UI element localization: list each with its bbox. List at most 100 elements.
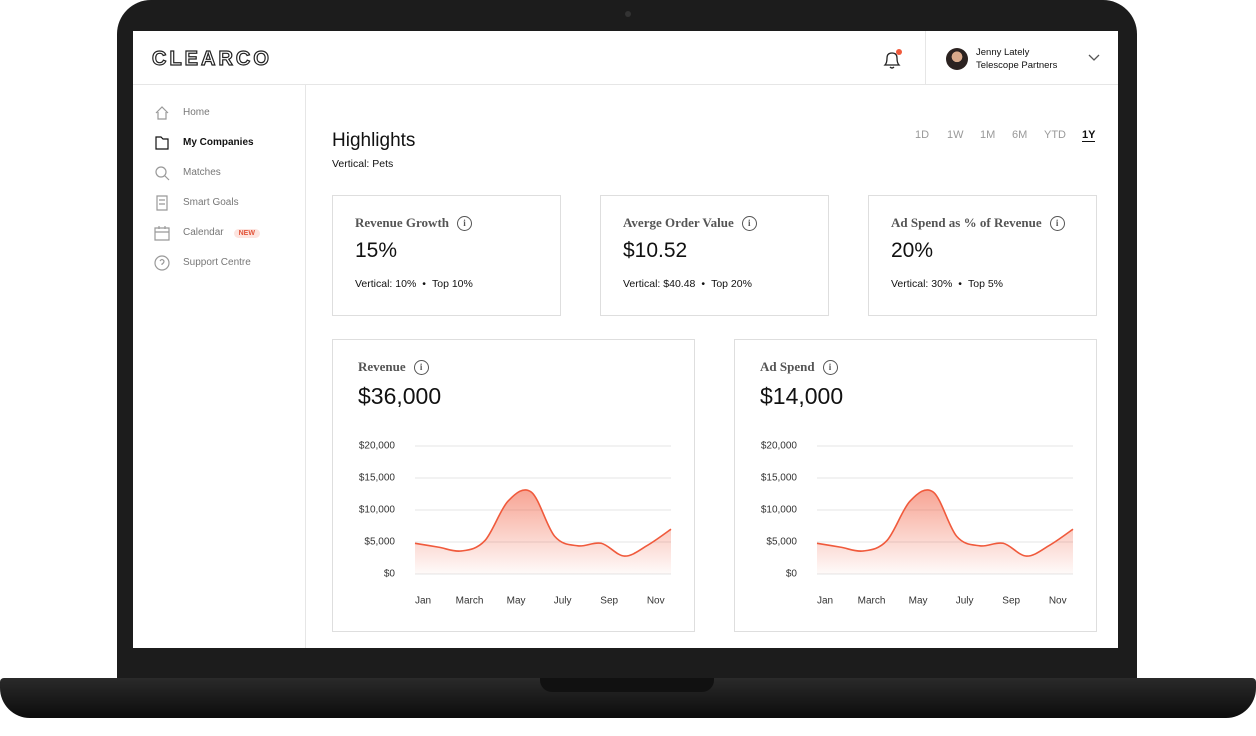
x-tick-label: July: [554, 596, 572, 607]
x-tick-label: Sep: [1002, 596, 1020, 607]
chart-value: $36,000: [358, 383, 442, 409]
y-tick-label: $5,000: [364, 537, 395, 548]
card-vertical: Vertical: 30%: [891, 278, 953, 290]
card-title-text: Averge Order Value: [623, 215, 734, 230]
chart-title-text: Revenue: [358, 359, 406, 374]
y-tick-label: $0: [384, 569, 396, 580]
y-tick-label: $5,000: [766, 537, 797, 548]
bell-icon[interactable]: [881, 49, 903, 71]
icon-path: [155, 106, 169, 120]
range-tab[interactable]: YTD: [1044, 129, 1066, 141]
chart-value: $14,000: [760, 383, 844, 409]
area: [817, 489, 1073, 574]
divider: [925, 31, 926, 84]
range-tab[interactable]: 1Y: [1082, 129, 1096, 142]
nav-icon: [154, 255, 170, 271]
range-tab[interactable]: 1D: [915, 129, 930, 141]
chart-title: Ad Spend i: [760, 359, 838, 375]
card-title: Revenue Growth i: [355, 215, 473, 231]
chart-title: Revenue i: [358, 359, 429, 375]
icon-path: [155, 166, 170, 181]
x-tick-label: Nov: [1049, 596, 1067, 607]
chart: $0 $5,000 $10,000 $15,000 $20,000 Jan March May…: [761, 441, 1074, 607]
x-tick-label: Sep: [600, 596, 618, 607]
y-tick-label: $10,000: [761, 505, 798, 516]
line: [816, 489, 1074, 557]
user-company: Telescope Partners: [976, 60, 1058, 71]
user-name: Jenny Lately: [976, 47, 1030, 58]
nav-item[interactable]: My Companies: [183, 137, 254, 148]
range-tab[interactable]: 1W: [947, 129, 964, 141]
kpi-card: Revenue Growth i 15% Vertical: 10% • Top 10%: [332, 195, 561, 316]
x-tick-label: March: [858, 596, 886, 607]
card-vertical: Vertical: 10%: [355, 278, 417, 290]
header: CLEARCO Jenny Lately Telescope Partners: [133, 31, 1118, 85]
chevron[interactable]: [1088, 54, 1100, 62]
card-value: $10.52: [623, 239, 688, 262]
dot: •: [701, 278, 706, 290]
nav-label[interactable]: Matches: [183, 167, 221, 178]
card-title-text: Ad Spend as % of Revenue: [891, 215, 1042, 230]
info-icon[interactable]: i: [457, 216, 473, 231]
chart: $0 $5,000 $10,000 $15,000 $20,000 Jan March May…: [359, 441, 672, 607]
icon-path: [155, 136, 169, 150]
y-tick-label: $20,000: [359, 441, 396, 452]
line: [414, 489, 672, 557]
nav-item[interactable]: Home: [183, 107, 210, 118]
nav-label[interactable]: Support Centre: [183, 257, 251, 268]
y-tick-label: $15,000: [761, 473, 798, 484]
chart-card: Ad Spend i $14,000 $0 $5,000 $10,000 $15,000 $2…: [734, 339, 1097, 632]
range-tab[interactable]: 6M: [1012, 129, 1028, 141]
card-title: Averge Order Value i: [623, 215, 757, 231]
card-sub: Vertical: 30% • Top 5%: [891, 278, 1003, 290]
range-tab[interactable]: 1M: [980, 129, 996, 141]
nav-label[interactable]: Home: [183, 107, 210, 118]
info-icon[interactable]: i: [741, 216, 757, 231]
card-sub: Vertical: 10% • Top 10%: [355, 278, 473, 290]
x-tick-label: May: [909, 596, 928, 607]
nav-icon: [155, 166, 170, 181]
nav-icon: [155, 106, 169, 120]
y-tick-label: $0: [786, 569, 798, 580]
kpi-card: Ad Spend as % of Revenue i 20% Vertical: 30…: [868, 195, 1097, 316]
nav-icon: [154, 226, 170, 241]
card-title-text: Revenue Growth: [355, 215, 450, 230]
nav-item[interactable]: Support Centre: [183, 257, 251, 268]
nav-label[interactable]: Calendar: [183, 227, 224, 238]
info-icon[interactable]: i: [1049, 216, 1065, 231]
nav-label[interactable]: My Companies: [183, 137, 254, 148]
sidebar: Home My Companies Matches Smart Goals Calend…: [133, 85, 306, 648]
nav-icon: [156, 195, 168, 211]
x-tick-label: May: [507, 596, 526, 607]
y-tick-label: $20,000: [761, 441, 798, 452]
nav-item[interactable]: Calendar NEW: [183, 227, 260, 238]
card-top: Top 5%: [967, 278, 1004, 290]
x-tick-label: Nov: [647, 596, 665, 607]
info-icon[interactable]: i: [413, 360, 429, 375]
camera: [625, 11, 631, 17]
nav-item[interactable]: Smart Goals: [183, 197, 239, 208]
area: [415, 489, 671, 574]
chart-title-text: Ad Spend: [760, 359, 815, 374]
kpi-card: Averge Order Value i $10.52 Vertical: $40.4…: [600, 195, 829, 316]
y-tick-label: $15,000: [359, 473, 396, 484]
nav-badge: NEW: [233, 229, 260, 238]
page-title: Highlights: [332, 130, 416, 151]
x-tick-label: Jan: [817, 596, 833, 607]
card-top: Top 20%: [711, 278, 752, 290]
card-value: 15%: [355, 239, 398, 262]
info-icon[interactable]: i: [822, 360, 838, 375]
card-value: 20%: [891, 239, 934, 262]
chart-card: Revenue i $36,000 $0 $5,000 $10,000 $15,000 $20…: [332, 339, 695, 632]
x-tick-label: March: [456, 596, 484, 607]
nav-item[interactable]: Matches: [183, 167, 221, 178]
laptop-notch: [540, 678, 714, 692]
x-tick-label: July: [956, 596, 974, 607]
card-top: Top 10%: [431, 278, 473, 290]
y-tick-label: $10,000: [359, 505, 396, 516]
screen: CLEARCO Jenny Lately Telescope Partners …: [133, 31, 1118, 648]
page-subtitle: Vertical: Pets: [332, 158, 394, 170]
nav-label[interactable]: Smart Goals: [183, 197, 239, 208]
card-sub: Vertical: $40.48 • Top 20%: [623, 278, 752, 290]
